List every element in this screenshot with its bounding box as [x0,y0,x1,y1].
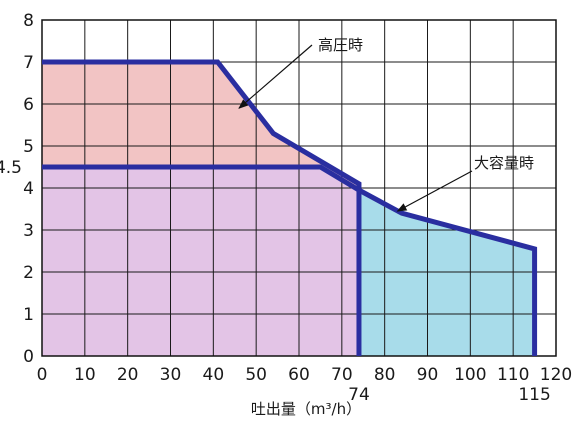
y-tick-label: 3 [23,221,34,241]
x-tick-label: 20 [117,365,139,385]
x-tick-label: 80 [374,365,396,385]
x-tick-label-extra: 115 [518,385,550,405]
y-tick-label: 2 [23,263,34,283]
annotation-arrow [396,170,473,212]
x-tick-label: 110 [497,365,529,385]
y-tick-label: 1 [23,305,34,325]
x-tick-label: 40 [203,365,225,385]
x-tick-label: 0 [37,365,48,385]
x-tick-label: 90 [417,365,439,385]
x-tick-label: 60 [288,365,310,385]
x-tick-label: 100 [454,365,486,385]
annotation-arrow [238,44,313,109]
y-tick-label: 5 [23,137,34,157]
y-tick-label: 0 [23,347,34,367]
series-line-1 [42,59,362,356]
y-tick-label: 6 [23,95,34,115]
x-tick-label: 50 [245,365,267,385]
x-axis-label: 吐出量（m³/h） [251,400,361,418]
x-tick-label: 120 [540,365,572,385]
series-line-2 [42,164,538,356]
plot-frame [41,19,557,357]
y-tick-label: 8 [23,11,34,31]
y-tick-label-extra: 4.5 [0,158,22,178]
x-tick-label: 10 [74,365,96,385]
x-tick-label-extra: 74 [348,385,370,405]
y-tick-label: 4 [23,179,34,199]
x-tick-label: 70 [331,365,353,385]
overlap-group [42,167,359,356]
annotation-label: 大容量時 [474,154,534,172]
annotation-label: 高圧時 [318,36,363,54]
overlap-fill [42,167,359,356]
x-tick-label: 30 [160,365,182,385]
y-tick-label: 7 [23,53,34,73]
